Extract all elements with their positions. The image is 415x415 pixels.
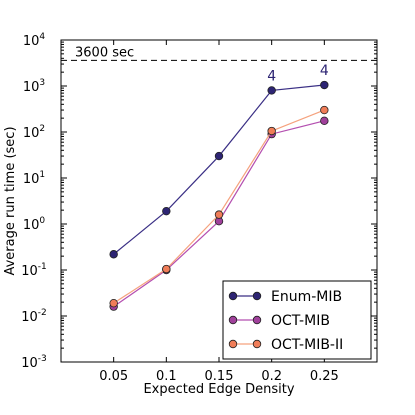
y-tick-label: 100	[23, 216, 46, 233]
data-point	[214, 210, 224, 219]
x-tick-label: 0.2	[261, 369, 282, 384]
legend-entry: OCT-MIB-II	[271, 337, 343, 353]
data-point	[267, 126, 276, 136]
data-point	[320, 116, 329, 126]
x-axis-ticks: 0.05 0.1 0.15 0.2 0.25	[99, 40, 339, 384]
legend-marker	[252, 291, 262, 301]
x-tick-label: 0.25	[310, 369, 339, 384]
series-layer	[109, 80, 329, 311]
legend-marker	[252, 315, 262, 325]
x-tick-label: 0.15	[205, 369, 234, 384]
y-tick-label: 102	[23, 124, 45, 141]
legend-marker	[228, 291, 238, 301]
x-tick-label: 0.1	[156, 369, 177, 384]
y-tick-label: 104	[23, 32, 46, 49]
y-axis-label: Average run time (sec)	[3, 126, 18, 275]
legend: Enum-MIB OCT-MIB OCT-MIB-II	[222, 280, 372, 360]
data-point	[214, 151, 224, 161]
y-tick-label: 10-2	[21, 308, 47, 325]
annotation-label: 4	[320, 63, 329, 79]
legend-marker	[228, 339, 238, 349]
legend-entry: Enum-MIB	[271, 289, 342, 305]
annotation-label: 4	[267, 68, 276, 84]
series-line-2	[113, 109, 325, 304]
data-point	[320, 105, 329, 115]
reference-line-label: 3600 sec	[75, 45, 134, 60]
y-tick-label: 10-3	[21, 354, 47, 371]
plot-frame	[60, 39, 378, 363]
legend-entry: OCT-MIB	[271, 313, 330, 329]
data-point	[267, 86, 276, 95]
legend-marker	[228, 315, 238, 325]
y-tick-label: 101	[23, 170, 45, 187]
data-point	[320, 80, 329, 90]
series-line-0	[113, 84, 325, 255]
x-tick-label: 0.05	[99, 369, 128, 384]
legend-marker	[252, 339, 262, 349]
x-axis-label: Expected Edge Density	[143, 382, 294, 397]
data-point	[109, 298, 118, 308]
y-tick-label: 103	[23, 78, 45, 95]
y-tick-label: 10-1	[21, 262, 47, 279]
data-point	[109, 250, 118, 259]
data-point	[162, 206, 171, 216]
data-point	[162, 264, 171, 274]
